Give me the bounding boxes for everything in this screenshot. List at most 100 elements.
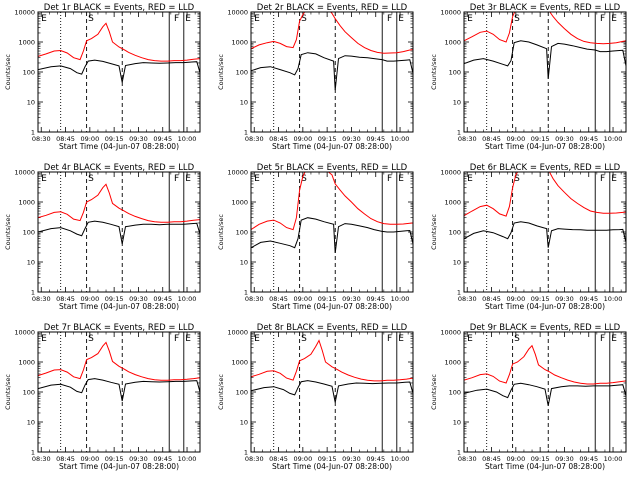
- chart-panel-8: Det 8r BLACK = Events, RED = LLD 1 10 100 10…: [217, 323, 414, 471]
- y-tick-label: 10: [240, 99, 248, 107]
- x-axis-label: Start Time (04-Jun-07 08:28:00): [59, 302, 179, 311]
- x-axis-label: Start Time (04-Jun-07 08:28:00): [59, 142, 179, 151]
- series-line-events: [38, 378, 200, 402]
- panel-title: Det 8r BLACK = Events, RED = LLD: [257, 323, 408, 333]
- x-tick-label: 08:30: [458, 135, 477, 143]
- x-tick-label: 10:00: [178, 295, 197, 303]
- x-tick-label: 09:00: [293, 295, 312, 303]
- chart-panel-2: Det 2r BLACK = Events, RED = LLD 1 10 100 10…: [217, 3, 414, 151]
- marker-label: E: [398, 174, 404, 184]
- x-tick-label: 10:00: [604, 135, 623, 143]
- chart-panel-9: Det 9r BLACK = Events, RED = LLD 1 10 100 10…: [430, 323, 627, 471]
- y-tick-label: 1: [244, 449, 248, 457]
- x-tick-label: 09:30: [129, 135, 148, 143]
- y-tick-label: 100: [449, 389, 461, 397]
- x-tick-label: 08:30: [32, 295, 51, 303]
- panel-title: Det 1r BLACK = Events, RED = LLD: [44, 3, 195, 13]
- y-axis-label: Counts/sec: [217, 374, 225, 410]
- marker-label: F: [174, 174, 179, 184]
- x-tick-label: 09:15: [531, 455, 550, 463]
- y-axis-label: Counts/sec: [4, 54, 12, 90]
- y-tick-label: 10: [27, 419, 35, 427]
- x-tick-label: 10:00: [178, 135, 197, 143]
- y-tick-label: 100: [449, 229, 461, 237]
- x-tick-label: 09:15: [318, 135, 337, 143]
- y-tick-label: 10000: [440, 9, 461, 17]
- marker-label: E: [185, 334, 191, 344]
- x-tick-label: 09:15: [105, 135, 124, 143]
- x-tick-label: 09:15: [531, 135, 550, 143]
- y-tick-label: 1: [31, 449, 35, 457]
- marker-label: F: [387, 174, 392, 184]
- x-tick-label: 08:30: [245, 455, 264, 463]
- x-tick-label: 10:00: [391, 455, 410, 463]
- y-tick-label: 10000: [14, 169, 35, 177]
- y-tick-label: 10: [27, 99, 35, 107]
- marker-label: E: [41, 334, 47, 344]
- series-line-events: [251, 52, 413, 91]
- x-axis-label: Start Time (04-Jun-07 08:28:00): [485, 142, 605, 151]
- marker-label: S: [514, 14, 520, 24]
- y-tick-label: 10: [240, 259, 248, 267]
- marker-label: S: [301, 174, 307, 184]
- marker-label: E: [185, 14, 191, 24]
- x-tick-label: 08:45: [56, 135, 75, 143]
- x-tick-label: 09:00: [80, 455, 99, 463]
- series-line-lld: [251, 339, 413, 382]
- y-tick-label: 1: [244, 129, 248, 137]
- y-tick-label: 10: [453, 99, 461, 107]
- x-tick-label: 10:00: [391, 295, 410, 303]
- series-line-lld: [251, 12, 413, 54]
- x-tick-label: 09:30: [555, 135, 574, 143]
- panel-title: Det 2r BLACK = Events, RED = LLD: [257, 3, 408, 13]
- marker-label: S: [88, 174, 94, 184]
- plot-frame: [463, 171, 627, 293]
- y-tick-label: 10000: [227, 9, 248, 17]
- x-tick-label: 08:45: [482, 295, 501, 303]
- marker-label: S: [514, 334, 520, 344]
- marker-label: S: [301, 14, 307, 24]
- y-tick-label: 100: [236, 389, 248, 397]
- y-tick-label: 100: [236, 229, 248, 237]
- chart-panel-7: Det 7r BLACK = Events, RED = LLD 1 10 100 10…: [4, 323, 201, 471]
- x-axis-label: Start Time (04-Jun-07 08:28:00): [485, 462, 605, 471]
- x-axis-label: Start Time (04-Jun-07 08:28:00): [272, 302, 392, 311]
- marker-label: E: [467, 334, 473, 344]
- chart-panel-6: Det 6r BLACK = Events, RED = LLD 1 10 100 10…: [430, 163, 627, 311]
- series-line-lld: [38, 183, 200, 223]
- x-tick-label: 08:45: [482, 455, 501, 463]
- y-tick-label: 1000: [231, 359, 248, 367]
- x-tick-label: 09:15: [318, 455, 337, 463]
- marker-label: S: [301, 334, 307, 344]
- marker-label: F: [600, 334, 605, 344]
- x-tick-label: 09:45: [579, 135, 598, 143]
- y-tick-label: 100: [449, 69, 461, 77]
- series-line-lld: [251, 172, 413, 231]
- y-tick-label: 10000: [227, 329, 248, 337]
- x-tick-label: 09:45: [366, 455, 385, 463]
- y-tick-label: 10: [27, 259, 35, 267]
- x-tick-label: 09:30: [129, 295, 148, 303]
- x-tick-label: 09:30: [342, 455, 361, 463]
- y-tick-label: 10000: [14, 329, 35, 337]
- x-tick-label: 10:00: [604, 455, 623, 463]
- x-tick-label: 08:45: [56, 295, 75, 303]
- x-tick-label: 08:45: [269, 455, 288, 463]
- x-tick-label: 09:45: [153, 455, 172, 463]
- x-tick-label: 08:30: [458, 295, 477, 303]
- x-tick-label: 09:00: [80, 295, 99, 303]
- marker-label: F: [174, 334, 179, 344]
- x-tick-label: 08:30: [245, 135, 264, 143]
- y-tick-label: 10000: [440, 169, 461, 177]
- marker-label: S: [88, 14, 94, 24]
- panel-title: Det 6r BLACK = Events, RED = LLD: [470, 163, 621, 173]
- x-tick-label: 09:00: [293, 135, 312, 143]
- series-line-events: [251, 217, 413, 254]
- series-line-events: [251, 380, 413, 403]
- chart-panel-3: Det 3r BLACK = Events, RED = LLD 1 10 100 10…: [430, 3, 627, 151]
- y-tick-label: 1000: [231, 199, 248, 207]
- plot-frame: [250, 11, 414, 133]
- plot-frame: [250, 171, 414, 293]
- x-tick-label: 08:30: [32, 455, 51, 463]
